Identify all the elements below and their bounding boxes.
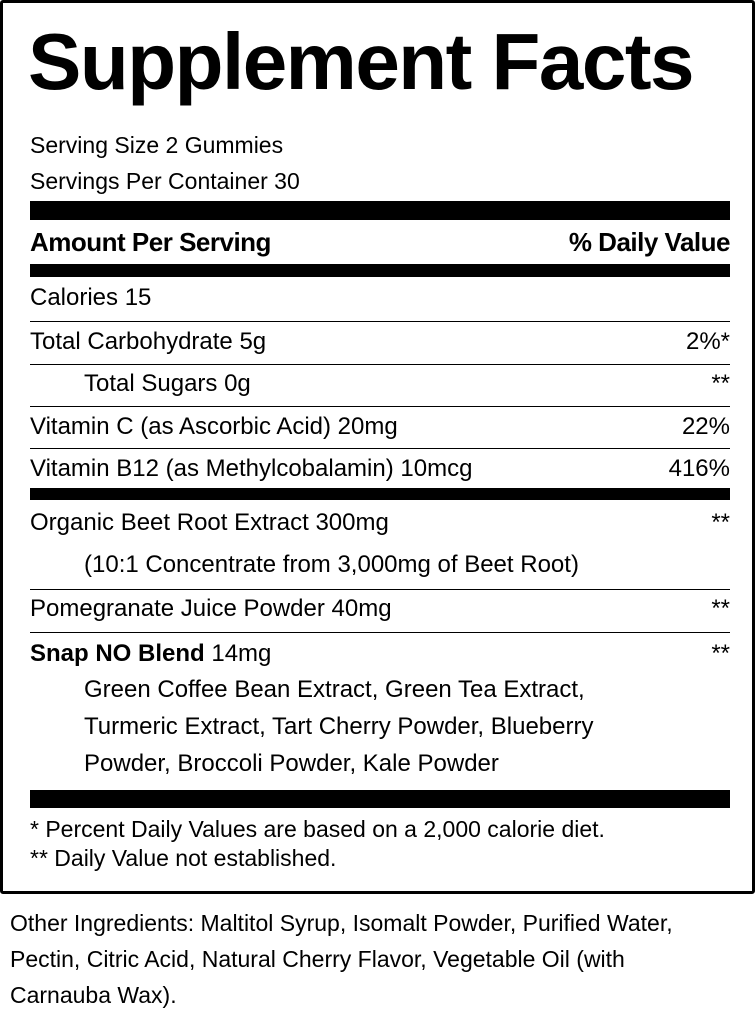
nutrient-dv: 2%* [685, 328, 730, 355]
serving-size: Serving Size 2 Gummies [30, 132, 284, 158]
nutrient-name: Vitamin C (as Ascorbic Acid) 20mg [30, 413, 398, 440]
nutrient-name: Total Sugars 0g [84, 370, 251, 397]
nutrient-name: Vitamin B12 (as Methylcobalamin) 10mcg [30, 455, 473, 482]
column-header: Amount Per Serving % Daily Value [30, 222, 731, 262]
blend-component-line: Turmeric Extract, Tart Cherry Powder, Bl… [84, 713, 594, 740]
footnote: * Percent Daily Values are based on a 2,… [30, 816, 605, 842]
servings-per-container: Servings Per Container 30 [30, 168, 300, 194]
ingredient-name: Organic Beet Root Extract 300mg [30, 509, 389, 536]
divider-thick [30, 488, 730, 500]
divider [30, 406, 730, 407]
amount-per-serving-label: Amount Per Serving [30, 226, 271, 257]
divider [30, 448, 730, 449]
nutrient-row: Total Sugars 0g ** [30, 369, 730, 399]
supplement-facts-panel [0, 0, 755, 894]
ingredient-detail: (10:1 Concentrate from 3,000mg of Beet R… [84, 551, 579, 578]
divider [30, 632, 730, 633]
nutrient-row: Calories 15 [30, 283, 730, 313]
blend-component-line: Green Coffee Bean Extract, Green Tea Ext… [84, 676, 585, 703]
ingredient-row-beet: Organic Beet Root Extract 300mg ** [30, 508, 730, 538]
divider-thick [30, 790, 730, 808]
ingredient-name: Pomegranate Juice Powder 40mg [30, 595, 392, 622]
divider-thick [30, 264, 730, 277]
nutrient-name: Calories 15 [30, 284, 152, 311]
divider [30, 321, 730, 322]
nutrient-dv: 416% [668, 455, 730, 482]
divider [30, 589, 730, 590]
panel-title: Supplement Facts [28, 17, 695, 106]
divider [30, 364, 730, 365]
divider-thick [30, 201, 730, 220]
footnote: ** Daily Value not established. [30, 845, 337, 871]
blend-component-line: Powder, Broccoli Powder, Kale Powder [84, 750, 499, 777]
nutrient-row: Vitamin C (as Ascorbic Acid) 20mg 22% [30, 412, 730, 442]
ingredient-dv: ** [711, 595, 730, 622]
nutrient-row: Vitamin B12 (as Methylcobalamin) 10mcg 4… [30, 454, 730, 484]
ingredient-row-blend: Snap NO Blend 14mg ** [30, 639, 730, 669]
daily-value-label: % Daily Value [568, 226, 731, 257]
other-ingredients: Other Ingredients: Maltitol Syrup, Isoma… [10, 910, 673, 1008]
blend-amount: 14mg [204, 640, 272, 667]
ingredient-dv: ** [711, 509, 730, 536]
nutrient-dv: 22% [681, 413, 730, 440]
nutrient-name: Total Carbohydrate 5g [30, 328, 267, 355]
blend-name: Snap NO Blend [30, 640, 205, 667]
nutrient-row: Total Carbohydrate 5g 2%* [30, 327, 730, 357]
nutrient-dv: ** [711, 370, 730, 397]
ingredient-dv: ** [711, 640, 730, 667]
ingredient-row-pomegranate: Pomegranate Juice Powder 40mg ** [30, 594, 730, 624]
